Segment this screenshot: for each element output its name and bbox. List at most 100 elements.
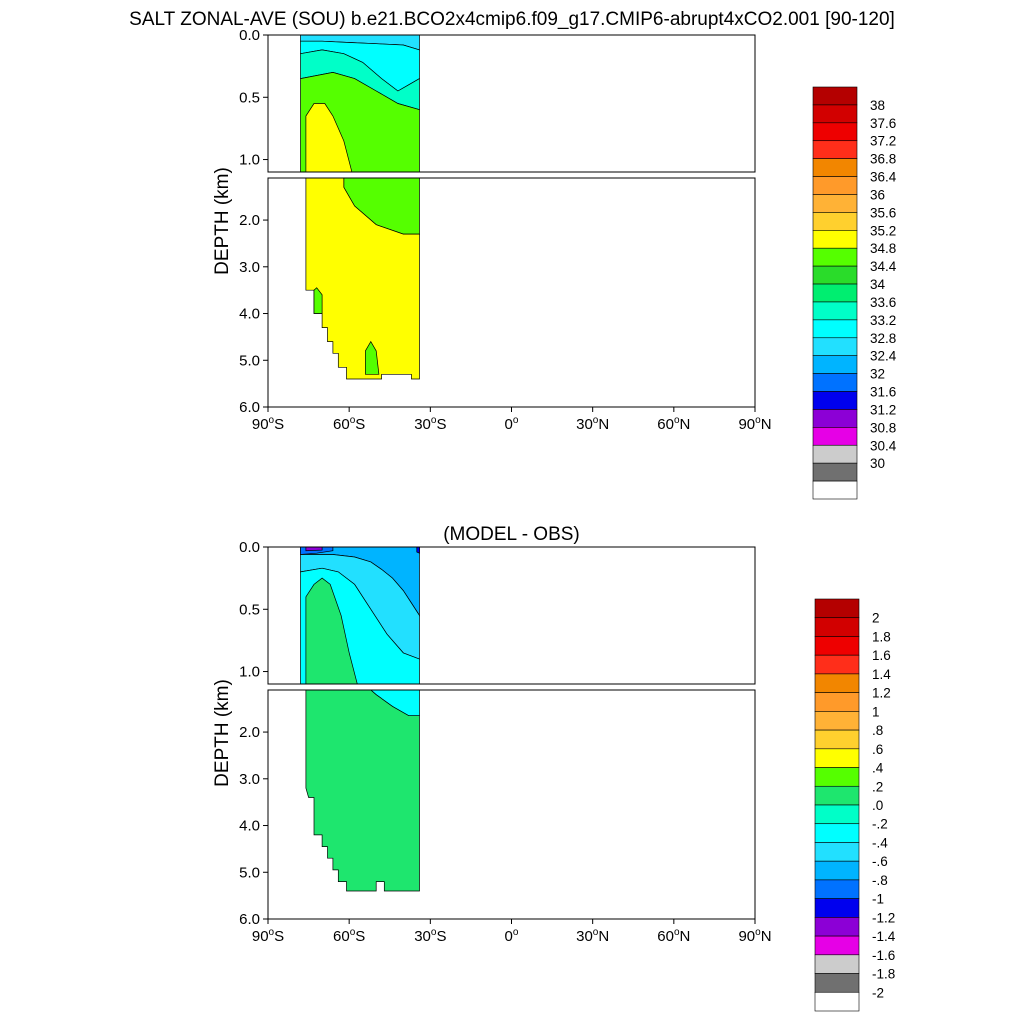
- colorbar-label: -.4: [872, 835, 888, 850]
- colorbar-label: 1: [872, 704, 880, 719]
- colorbar-box: [814, 842, 860, 862]
- colorbar-box: [812, 391, 858, 410]
- colorbar-box: [812, 104, 858, 124]
- contour-region-upper: [305, 103, 353, 173]
- colorbar-box: [814, 823, 860, 843]
- colorbar-box: [812, 247, 858, 267]
- colorbar-box: [814, 879, 860, 899]
- y-tick-label: 3.0: [239, 771, 260, 788]
- x-tick-label: 90oN: [738, 415, 771, 433]
- y-axis-label: DEPTH (km): [212, 679, 233, 787]
- colorbar-box: [812, 337, 858, 356]
- colorbar-label: 34: [870, 277, 886, 292]
- contour-region-upper: [416, 546, 420, 554]
- colorbar-box: [812, 265, 858, 285]
- colorbar-box: [812, 122, 858, 142]
- panel-title: (MODEL - OBS): [443, 524, 580, 545]
- colorbar-box: [814, 673, 860, 693]
- colorbar-label: 1.2: [872, 686, 891, 701]
- y-tick-label: 6.0: [239, 399, 260, 416]
- colorbar-label: -.8: [872, 873, 888, 888]
- colorbar-box: [812, 230, 858, 249]
- colorbar-label: 36.8: [870, 152, 896, 167]
- colorbar-label: 2: [872, 611, 880, 626]
- colorbar-label: .6: [872, 742, 883, 757]
- colorbar-label: 30.4: [870, 438, 897, 453]
- y-tick-label: 0.5: [239, 601, 260, 618]
- colorbar-label: 36.4: [870, 170, 897, 185]
- colorbar-box: [814, 954, 860, 974]
- colorbar-label: 30.8: [870, 420, 896, 435]
- x-tick-label: 60oS: [333, 415, 365, 433]
- colorbar-box: [812, 462, 858, 482]
- x-tick-label: 30oN: [576, 415, 609, 433]
- colorbar-label: -1.6: [872, 948, 895, 963]
- y-tick-label: 5.0: [239, 352, 260, 369]
- colorbar-box: [814, 860, 860, 881]
- colorbar-label: 1.4: [872, 667, 891, 682]
- colorbar-box: [814, 973, 860, 993]
- y-tick-label: 1.0: [239, 152, 260, 169]
- colorbar-label: 35.6: [870, 205, 896, 220]
- contour-region-lower: [365, 340, 380, 375]
- y-tick-label: 6.0: [239, 911, 260, 928]
- colorbar-label: 33.2: [870, 313, 896, 328]
- upper-frame: [267, 34, 756, 173]
- x-tick-label: 0o: [505, 415, 519, 433]
- x-tick-label: 90oS: [252, 927, 284, 945]
- colorbar-label: 32.4: [870, 349, 897, 364]
- colorbar-box: [812, 86, 858, 106]
- y-tick-label: 0.0: [239, 27, 260, 44]
- colorbar-box: [812, 283, 858, 303]
- x-tick-label: 90oN: [738, 927, 771, 945]
- colorbar-label: 31.6: [870, 385, 896, 400]
- colorbar-label: -.6: [872, 854, 888, 869]
- y-tick-label: 4.0: [239, 306, 260, 323]
- y-tick-label: 1.0: [239, 664, 260, 681]
- colorbar-label: 30: [870, 456, 885, 471]
- colorbar-label: -1.4: [872, 929, 896, 944]
- colorbar-label: 38: [870, 98, 885, 113]
- colorbar-box: [814, 654, 860, 675]
- colorbar-box: [812, 140, 858, 159]
- colorbar-box: [814, 898, 860, 918]
- colorbar-label: 33.6: [870, 295, 896, 310]
- colorbar-label: -1: [872, 892, 884, 907]
- y-tick-label: 2.0: [239, 212, 260, 229]
- colorbar-label: 1.8: [872, 629, 891, 644]
- colorbar-box: [814, 748, 860, 768]
- difference-panel: (MODEL - OBS)0.00.51.02.03.04.05.06.0DEP…: [212, 524, 896, 1012]
- colorbar-label: -.2: [872, 817, 888, 832]
- colorbar-box: [814, 617, 860, 637]
- y-tick-label: 4.0: [239, 818, 260, 835]
- colorbar-label: 32.8: [870, 331, 896, 346]
- colorbar-box: [814, 917, 860, 937]
- colorbar-box: [812, 319, 858, 339]
- colorbar-box: [812, 301, 858, 321]
- colorbar-label: 36: [870, 187, 885, 202]
- y-axis-label: DEPTH (km): [212, 167, 233, 275]
- colorbar-box: [814, 991, 860, 1012]
- colorbar-box: [812, 409, 858, 428]
- colorbar-label: .2: [872, 779, 883, 794]
- x-tick-label: 30oS: [414, 927, 446, 945]
- colorbar-label: 31.2: [870, 402, 896, 417]
- x-tick-label: 0o: [505, 927, 519, 945]
- colorbar-label: 35.2: [870, 223, 896, 238]
- contour-region-lower: [305, 689, 420, 892]
- colorbar-box: [814, 804, 860, 825]
- colorbar-label: .4: [872, 761, 884, 776]
- colorbar-box: [814, 767, 860, 787]
- x-tick-label: 60oN: [657, 415, 690, 433]
- contour-region-upper: [305, 577, 358, 685]
- colorbar-label: 34.8: [870, 241, 896, 256]
- colorbar-box: [814, 636, 860, 656]
- y-tick-label: 5.0: [239, 864, 260, 881]
- y-tick-label: 0.5: [239, 89, 260, 106]
- colorbar-box: [814, 711, 860, 731]
- colorbar-label: -2: [872, 985, 884, 1000]
- colorbar-box: [812, 194, 858, 213]
- colorbar-box: [812, 176, 858, 195]
- x-tick-label: 60oS: [333, 927, 365, 945]
